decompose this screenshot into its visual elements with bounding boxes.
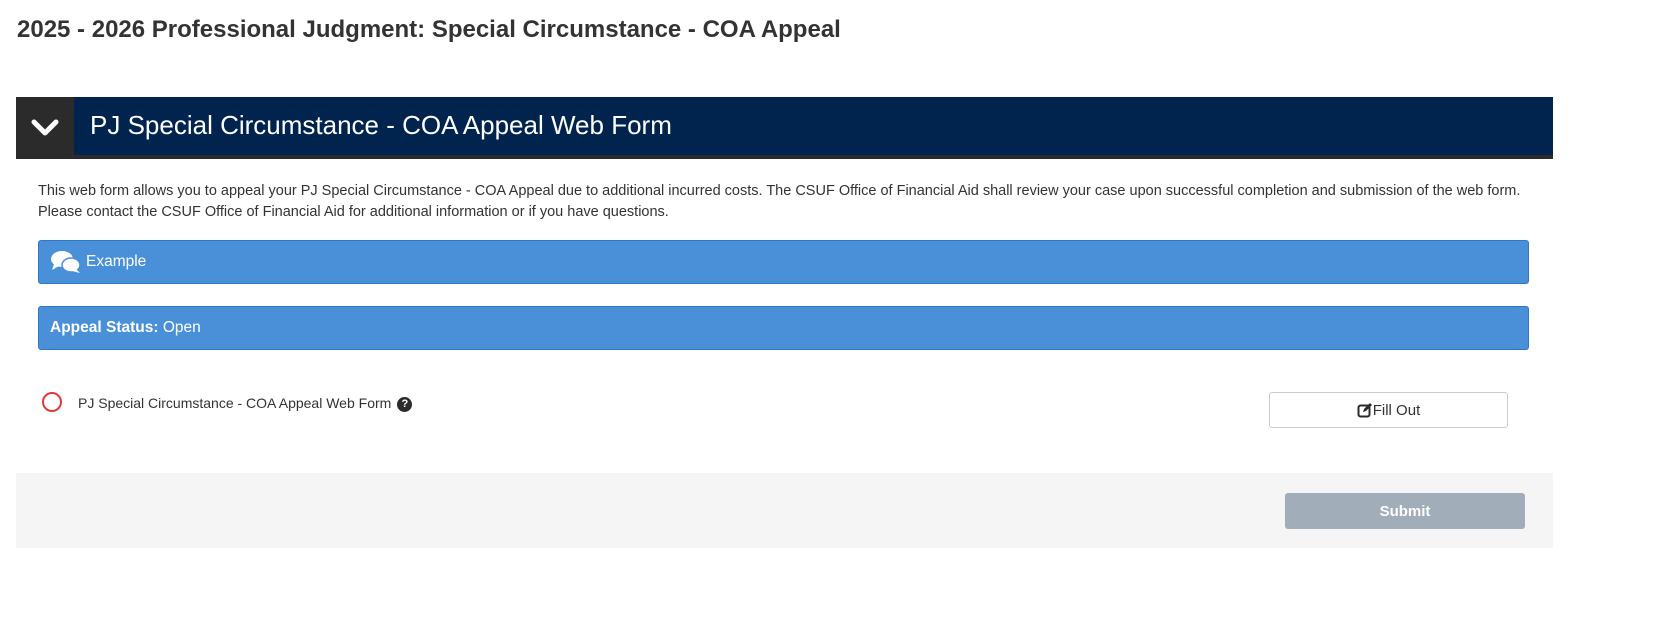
form-description: This web form allows you to appeal your …: [38, 183, 1521, 220]
chevron-down-icon: [31, 119, 59, 136]
fill-out-label: Fill Out: [1372, 401, 1421, 419]
panel-title: PJ Special Circumstance - COA Appeal Web…: [90, 110, 672, 140]
example-label: Example: [86, 253, 147, 270]
form-footer: Submit: [16, 473, 1553, 548]
panel-header: PJ Special Circumstance - COA Appeal Web…: [16, 97, 1553, 159]
collapse-toggle[interactable]: [16, 97, 74, 159]
form-item-label: PJ Special Circumstance - COA Appeal Web…: [78, 395, 392, 411]
form-item: PJ Special Circumstance - COA Appeal Web…: [78, 395, 413, 412]
status-label: Appeal Status:: [50, 319, 159, 336]
submit-button[interactable]: Submit: [1285, 493, 1525, 529]
page-title: 2025 - 2026 Professional Judgment: Speci…: [17, 16, 841, 43]
status-value: Open: [162, 319, 201, 336]
edit-icon: [1357, 403, 1372, 418]
incomplete-status-icon: [42, 392, 62, 412]
appeal-status-bar: Appeal Status: Open: [38, 306, 1529, 350]
help-icon[interactable]: ?: [397, 396, 413, 412]
example-bar[interactable]: Example: [38, 240, 1529, 284]
comments-icon: [51, 251, 81, 273]
fill-out-button[interactable]: Fill Out: [1269, 392, 1508, 428]
